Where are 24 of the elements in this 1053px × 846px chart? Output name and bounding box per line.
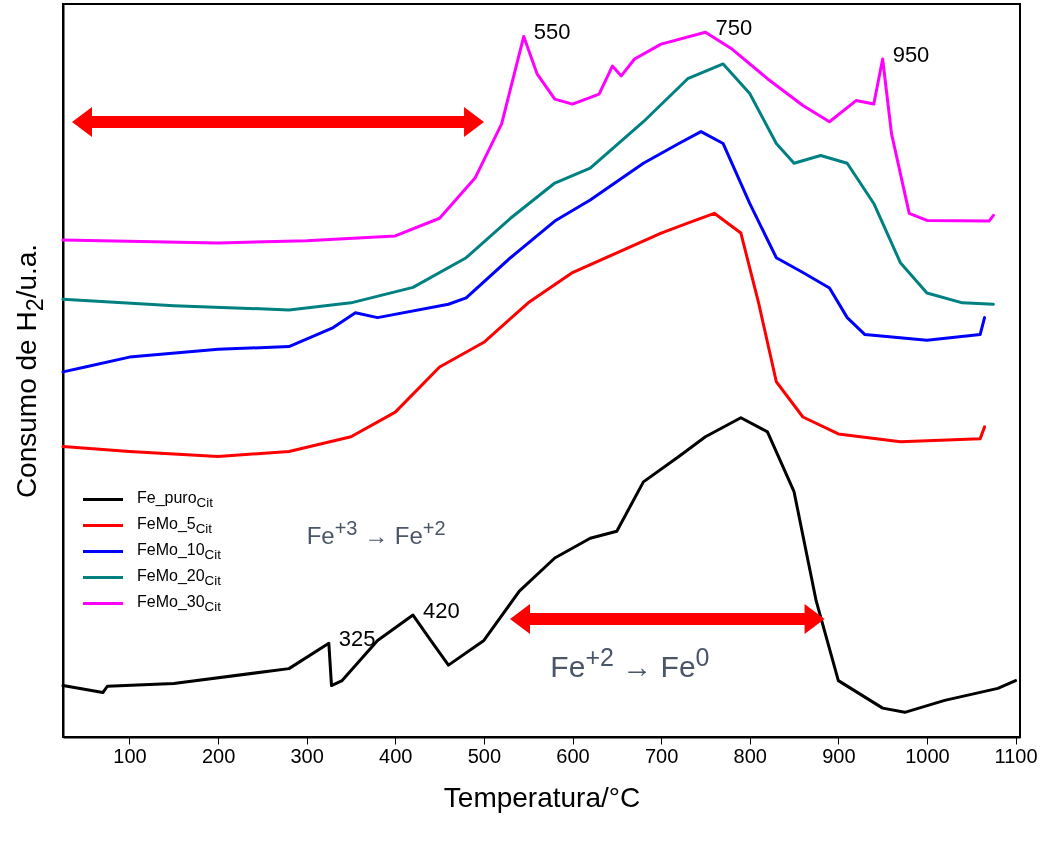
x-tick-label: 1100 bbox=[994, 744, 1038, 767]
legend-label: FeMo_5$_{Cit}$ bbox=[137, 515, 212, 537]
annotation: 550 bbox=[533, 19, 571, 46]
x-tick-label: 1000 bbox=[905, 744, 950, 767]
legend-label: FeMo_20$_{Cit}$ bbox=[137, 567, 221, 589]
x-axis-title: Temperatura/°C bbox=[443, 781, 641, 813]
annotation: 420 bbox=[423, 598, 460, 625]
x-tick-label: 100 bbox=[113, 744, 147, 767]
x-tick-label: 900 bbox=[822, 744, 856, 767]
legend-label: FeMo_10$_{Cit}$ bbox=[137, 541, 221, 563]
x-tick-label: 800 bbox=[733, 744, 767, 767]
x-tick-label: 500 bbox=[467, 744, 502, 767]
x-tick-label: 300 bbox=[290, 744, 324, 767]
annotation: Fe$^{+3}$ → Fe$^{+2}$ bbox=[306, 516, 446, 550]
annotation: 325 bbox=[338, 626, 376, 653]
annotation: Fe$^{+2}$ → Fe$^{0}$ bbox=[550, 642, 710, 684]
legend-label: Fe_puro$_{Cit}$ bbox=[137, 489, 213, 511]
x-tick-label: 600 bbox=[556, 744, 590, 767]
x-tick-label: 200 bbox=[201, 744, 236, 767]
x-tick-label: 400 bbox=[379, 744, 413, 767]
annotation: 750 bbox=[715, 15, 753, 42]
legend-label: FeMo_30$_{Cit}$ bbox=[137, 593, 221, 615]
annotation: 950 bbox=[892, 41, 930, 68]
x-tick-label: 700 bbox=[644, 744, 679, 767]
